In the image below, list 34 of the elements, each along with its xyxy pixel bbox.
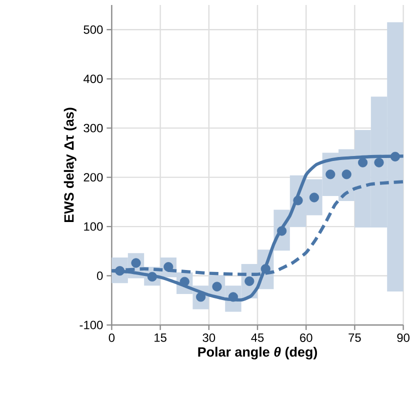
- point: [309, 192, 319, 202]
- x-tick-label: 15: [154, 334, 166, 342]
- y-tick-label: 500: [84, 25, 103, 34]
- point: [342, 170, 352, 180]
- point: [277, 226, 287, 236]
- x-axis-title: Polar angle θ (deg): [198, 346, 318, 360]
- x-tick-label: 90: [397, 334, 410, 342]
- y-tick-label: -100: [80, 320, 103, 330]
- y-tick-label: 400: [84, 74, 103, 84]
- point: [212, 282, 222, 292]
- point: [180, 276, 190, 286]
- x-tick-label: 75: [348, 334, 361, 342]
- point: [326, 170, 336, 180]
- point: [358, 158, 368, 168]
- x-tick-label: 60: [300, 334, 312, 342]
- x-tick-label: 45: [251, 334, 264, 342]
- point: [390, 152, 400, 162]
- point: [147, 272, 157, 282]
- point: [244, 276, 254, 286]
- point: [374, 158, 384, 168]
- point: [260, 264, 270, 274]
- point: [131, 258, 141, 268]
- y-axis-title: EWS delay Δτ (as): [64, 108, 76, 222]
- x-tick-label: 30: [202, 334, 216, 342]
- x-tick-label: 0: [108, 334, 115, 342]
- point: [196, 292, 206, 302]
- y-tick-label: 300: [84, 124, 103, 132]
- y-tick-label: 100: [84, 222, 103, 231]
- y-tick-label: 0: [97, 272, 103, 280]
- point: [228, 292, 238, 302]
- point: [115, 266, 125, 276]
- point: [293, 196, 303, 206]
- point: [164, 262, 174, 272]
- y-tick-label: 200: [84, 173, 103, 182]
